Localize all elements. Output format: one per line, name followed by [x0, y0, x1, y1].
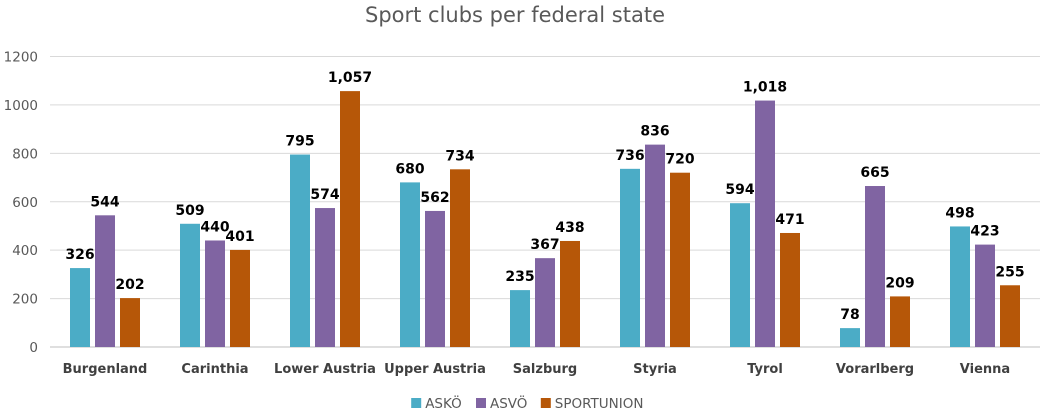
data-label: 836 — [640, 124, 669, 140]
legend-swatch — [476, 398, 486, 408]
bar — [205, 240, 225, 347]
legend-swatch — [540, 398, 551, 408]
data-label: 209 — [885, 275, 914, 291]
data-label: 78 — [840, 307, 859, 323]
x-tick-label: Burgenland — [63, 362, 148, 377]
legend-label: ASVÖ — [490, 394, 527, 412]
data-label: 498 — [945, 205, 974, 221]
bar — [730, 203, 750, 347]
y-tick-label: 400 — [12, 243, 38, 259]
legend-swatch — [411, 398, 422, 408]
data-label: 438 — [555, 220, 584, 236]
data-label: 720 — [665, 152, 694, 168]
data-label: 235 — [505, 269, 534, 285]
bar — [840, 328, 860, 347]
legend-label: ASKÖ — [425, 394, 462, 412]
data-label: 736 — [615, 148, 644, 164]
bar — [95, 215, 115, 347]
bar — [890, 296, 910, 347]
data-label: 734 — [445, 148, 474, 164]
x-tick-label: Lower Austria — [274, 362, 376, 377]
data-label: 509 — [175, 203, 204, 219]
y-tick-label: 1200 — [4, 50, 38, 66]
bar — [620, 168, 640, 347]
data-label: 574 — [310, 187, 339, 203]
data-label: 367 — [530, 237, 559, 253]
x-tick-label: Upper Austria — [384, 362, 486, 377]
y-tick-label: 800 — [12, 146, 38, 162]
bar — [70, 268, 90, 347]
data-label: 423 — [970, 224, 999, 240]
bar — [975, 244, 995, 347]
bar — [180, 223, 200, 347]
bar — [230, 249, 250, 347]
x-axis: Burgenland Carinthia Lower Austria Upper Au… — [63, 362, 1011, 377]
data-label: 471 — [775, 212, 804, 228]
bar — [535, 258, 555, 347]
bar — [670, 172, 690, 347]
bar — [780, 232, 800, 347]
bars — [70, 91, 1020, 347]
bar — [400, 182, 420, 347]
chart-title: Sport clubs per federal state — [365, 3, 665, 27]
bar — [560, 240, 580, 347]
bar — [1000, 285, 1020, 347]
bar — [510, 290, 530, 347]
bar — [120, 298, 140, 347]
x-tick-label: Tyrol — [747, 362, 783, 377]
y-tick-label: 200 — [12, 292, 38, 308]
y-tick-label: 600 — [12, 195, 38, 211]
data-label: 255 — [995, 264, 1024, 280]
data-label: 1,057 — [328, 70, 372, 86]
data-label: 665 — [860, 165, 889, 181]
bar — [315, 208, 335, 347]
data-label: 202 — [115, 277, 144, 293]
data-label: 326 — [65, 247, 94, 263]
data-label: 440 — [200, 219, 229, 235]
legend-label: SPORTUNION — [555, 396, 644, 412]
bar — [450, 169, 470, 347]
x-tick-label: Salzburg — [513, 362, 577, 377]
bar — [290, 154, 310, 347]
y-axis: 0 200 400 600 800 1000 1200 — [4, 50, 38, 357]
bar — [645, 144, 665, 347]
data-label: 795 — [285, 134, 314, 150]
data-label: 544 — [90, 194, 119, 210]
data-label: 680 — [395, 161, 424, 177]
legend: ASKÖ ASVÖ SPORTUNION — [411, 394, 643, 412]
y-tick-label: 1000 — [4, 98, 38, 114]
y-tick-label: 0 — [29, 340, 38, 356]
data-label: 1,018 — [743, 80, 787, 96]
data-label: 594 — [725, 182, 754, 198]
bar — [340, 91, 360, 347]
bar — [755, 100, 775, 347]
x-tick-label: Styria — [633, 362, 677, 377]
data-label: 562 — [420, 190, 449, 206]
bar — [950, 226, 970, 347]
x-tick-label: Vorarlberg — [836, 362, 914, 377]
x-tick-label: Carinthia — [181, 362, 248, 377]
bar — [425, 210, 445, 347]
x-tick-label: Vienna — [960, 362, 1010, 377]
bar — [865, 186, 885, 347]
data-label: 401 — [225, 229, 254, 245]
